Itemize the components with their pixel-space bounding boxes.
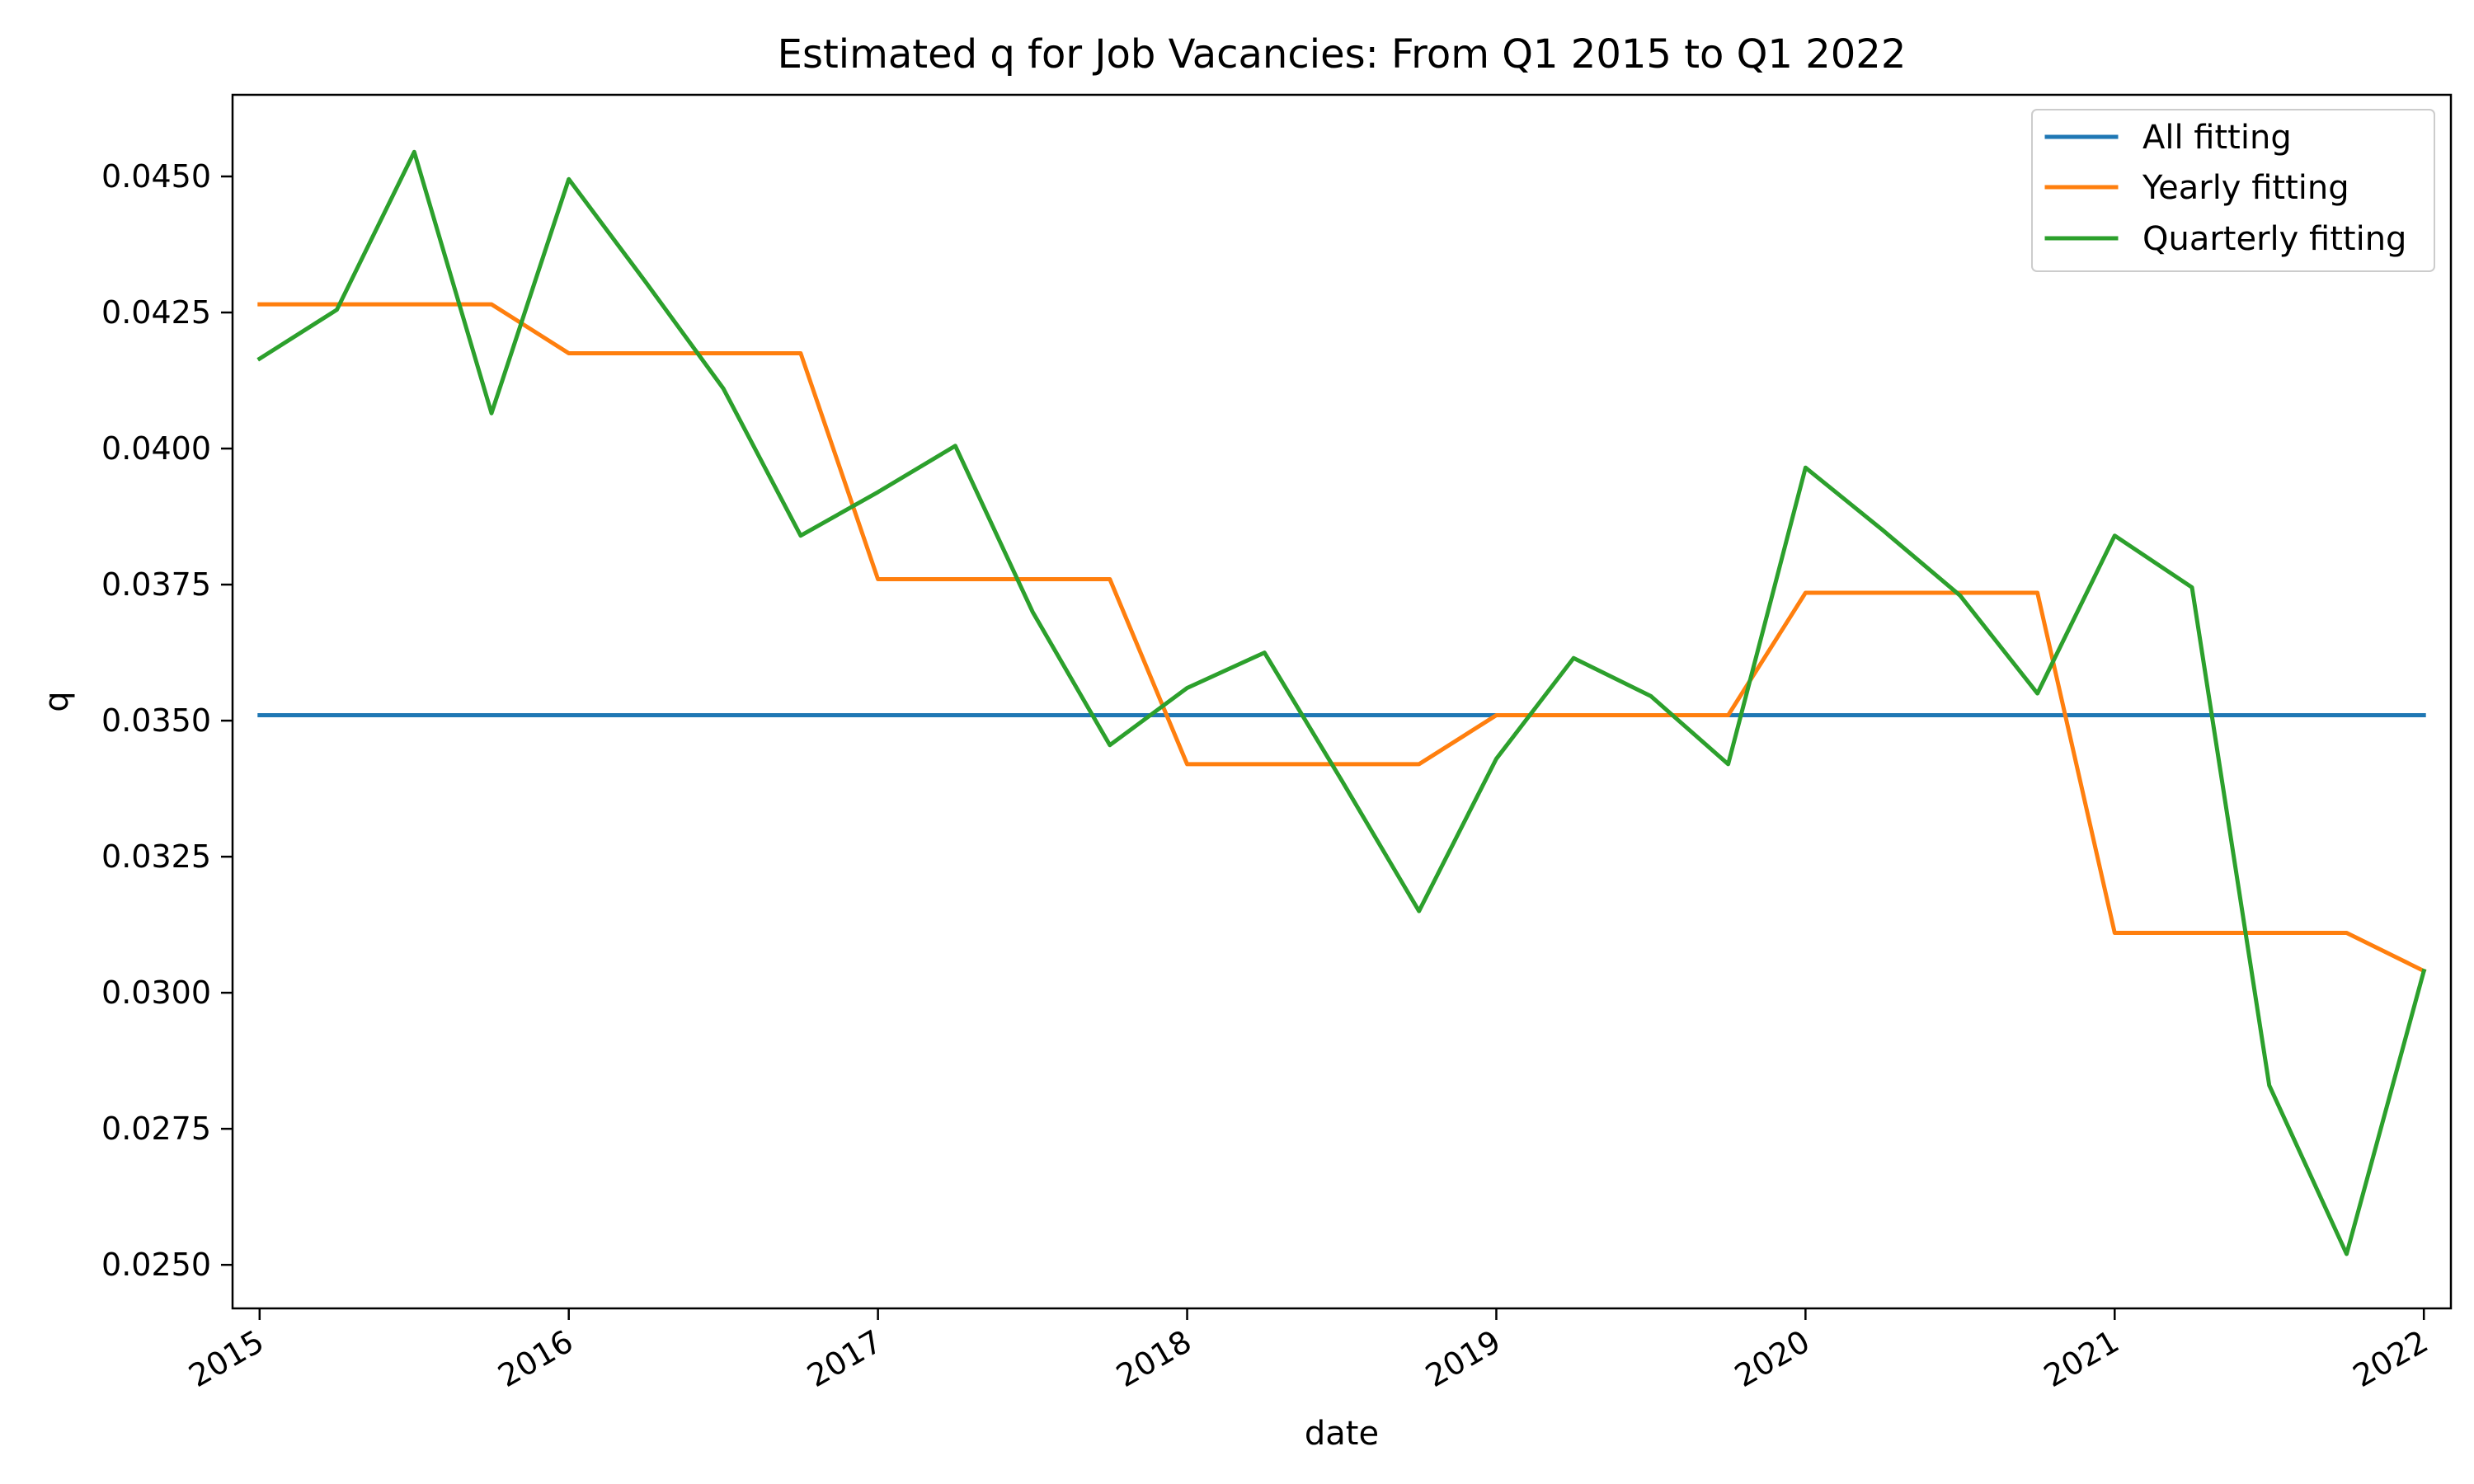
y-tick-label: 0.0375 xyxy=(101,566,211,603)
y-axis-ticks: 0.0250 0.0275 0.0300 0.0325 0.0350 0.0375 0.04… xyxy=(101,158,233,1283)
y-tick-label: 0.0250 xyxy=(101,1247,211,1283)
legend-label-quarterly-fitting: Quarterly fitting xyxy=(2142,220,2406,258)
legend-box xyxy=(2031,109,2435,272)
plot-frame xyxy=(231,93,2453,1310)
series-line-yearly-fitting xyxy=(257,302,2427,974)
y-tick-label: 0.0350 xyxy=(101,702,211,739)
y-tick-label: 0.0275 xyxy=(101,1111,211,1147)
legend-label-all-fitting: All fitting xyxy=(2142,119,2292,157)
y-tick-label: 0.0400 xyxy=(101,430,211,467)
series-lines xyxy=(256,149,2427,1256)
legend-label-yearly-fitting: Yearly fitting xyxy=(2142,169,2349,207)
legend: All fitting Yearly fitting Quarterly fit… xyxy=(2031,109,2435,272)
x-axis-label: date xyxy=(1305,1415,1379,1453)
series-line-quarterly-fitting xyxy=(256,149,2427,1256)
y-axis-label: q xyxy=(38,691,76,711)
y-tick-label: 0.0300 xyxy=(101,974,211,1011)
y-tick-label: 0.0450 xyxy=(101,158,211,195)
chart-title: Estimated q for Job Vacancies: From Q1 2… xyxy=(778,31,1907,77)
y-tick-label: 0.0425 xyxy=(101,294,211,331)
y-tick-label: 0.0325 xyxy=(101,838,211,875)
